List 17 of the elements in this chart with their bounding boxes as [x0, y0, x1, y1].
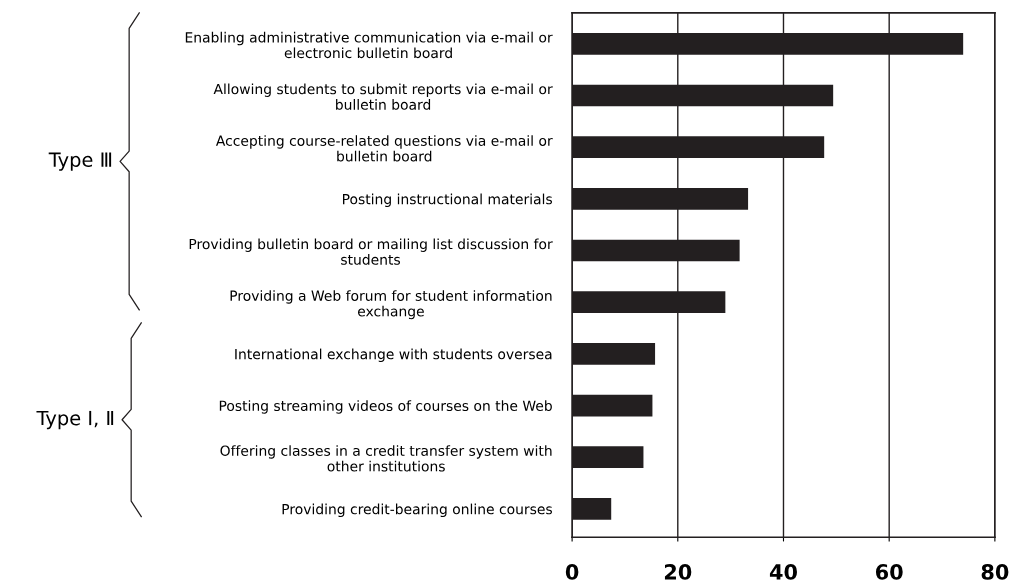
y-tick-label: Posting instructional materials: [343, 193, 552, 208]
text: Type Ⅲ: [48, 152, 112, 171]
x-tick-label: 40: [769, 564, 797, 580]
y-tick-label: Accepting course-related questions via e-mail or bulletin board: [215, 135, 553, 162]
x-tick-label: 80: [981, 564, 1009, 580]
y-tick-label: Offering classes in a credit transfer system with other institutions: [220, 445, 552, 472]
x-tick-label: 0: [565, 564, 579, 580]
y-tick-label: Enabling administrative communication via e-mail or electronic bulletin board: [185, 31, 553, 59]
y-tick-label: Providing bulletin board or mailing list discussion for students: [189, 238, 553, 265]
x-tick-label: 20: [664, 564, 692, 580]
x-tick-label: 60: [875, 564, 903, 580]
y-tick-label: International exchange with students oversea: [235, 348, 552, 363]
y-tick-label: Providing credit-bearing online courses: [282, 503, 552, 518]
y-tick-label: Posting streaming videos of courses on the Web: [219, 400, 552, 414]
text: Type Ⅰ, Ⅱ: [36, 410, 114, 430]
y-tick-label: Allowing students to submit reports via e-mail or bulletin board: [213, 83, 553, 110]
y-tick-label: Providing a Web forum for student information exchange: [230, 290, 552, 320]
